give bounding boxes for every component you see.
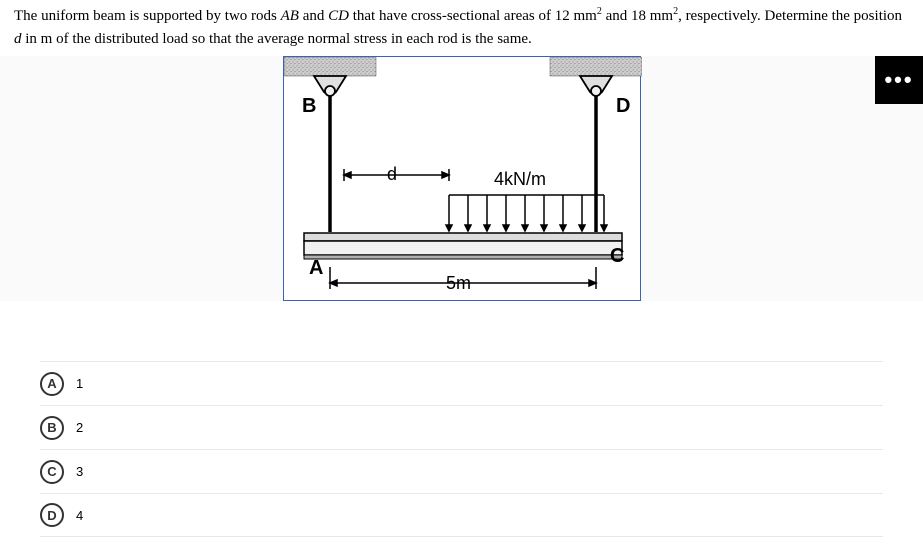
label-load: 4kN/m: [494, 169, 546, 189]
figure-container: B D A C d 5m 4kN/m: [283, 56, 641, 301]
figure-zone: B D A C d 5m 4kN/m •••: [0, 56, 923, 301]
answer-option[interactable]: A 1: [40, 361, 883, 405]
label-span: 5m: [446, 273, 471, 293]
answer-letter: A: [40, 372, 64, 396]
answer-value: 3: [76, 464, 83, 479]
answer-option[interactable]: D 4: [40, 493, 883, 537]
beam-diagram: B D A C d 5m 4kN/m: [284, 57, 642, 302]
answer-option[interactable]: C 3: [40, 449, 883, 493]
answer-value: 2: [76, 420, 83, 435]
answer-letter: D: [40, 503, 64, 527]
label-A: A: [309, 257, 323, 279]
label-C: C: [610, 245, 624, 267]
more-icon: •••: [884, 67, 913, 93]
answer-letter: C: [40, 460, 64, 484]
question-text: The uniform beam is supported by two rod…: [0, 0, 923, 50]
more-options-button[interactable]: •••: [875, 56, 923, 104]
answer-option[interactable]: B 2: [40, 405, 883, 449]
answer-letter: B: [40, 416, 64, 440]
question-body: The uniform beam is supported by two rod…: [14, 8, 902, 47]
answer-list: A 1 B 2 C 3 D 4: [0, 361, 923, 537]
answer-value: 1: [76, 376, 83, 391]
label-D: D: [616, 95, 630, 117]
label-d: d: [387, 164, 397, 184]
answer-value: 4: [76, 508, 83, 523]
label-B: B: [302, 95, 316, 117]
